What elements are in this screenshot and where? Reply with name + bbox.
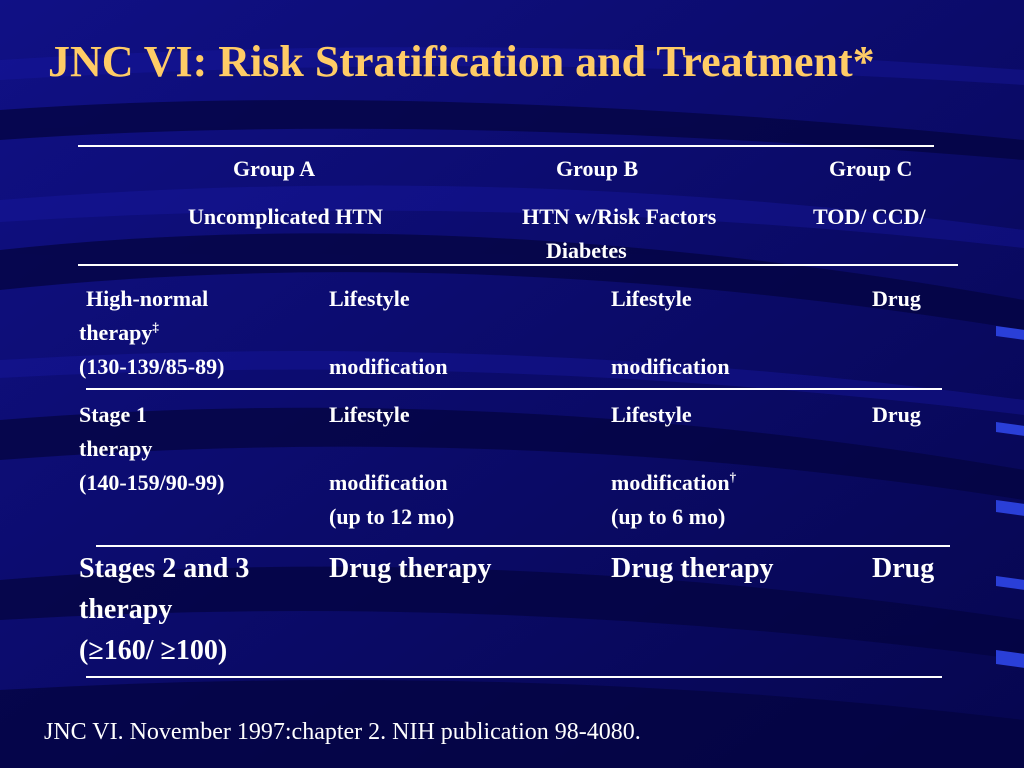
row3-group-b-line1: Drug therapy [611,553,774,584]
row1-group-a-line2: modification [329,354,448,379]
row3-stage-line1: Stages 2 and 3 [79,553,250,584]
dagger-footnote-mark: † [729,469,737,485]
double-dagger-footnote-mark: ‡ [152,319,159,335]
row2-group-c-line1: Drug [872,402,921,427]
row1-group-c-line1: Drug [872,286,921,311]
row1-stage-line2: therapy‡ [79,319,159,345]
row1-group-a-line1: Lifestyle [329,286,410,311]
row1-stage-line3: (130-139/85-89) [79,354,225,379]
row1-group-b-line1: Lifestyle [611,286,692,311]
slide-title: JNC VI: Risk Stratification and Treatmen… [48,37,875,86]
row3-group-c-line1: Drug [872,553,935,584]
row2-group-a-line1: Lifestyle [329,402,410,427]
row2-group-b-line2: modification† [611,469,737,495]
row-divider-1 [86,388,942,390]
group-b-header: Group B [556,156,639,181]
row2-group-b-line1: Lifestyle [611,402,692,427]
row3-stage-line3: (≥160/ ≥100) [79,635,228,666]
row2-stage-line2: therapy [79,436,153,461]
row2-group-a-line2: modification [329,470,448,495]
row2-stage-line1: Stage 1 [79,402,147,427]
citation-footer: JNC VI. November 1997:chapter 2. NIH pub… [44,719,641,745]
row-divider-2 [96,545,950,547]
table-top-rule [78,145,934,147]
row1-stage-line1: High-normal [86,286,209,311]
row2-group-b-line3: (up to 6 mo) [611,504,726,529]
row2-stage-line3: (140-159/90-99) [79,470,225,495]
group-c-description: TOD/ CCD/ [813,204,926,229]
group-a-header: Group A [233,156,316,181]
group-b-description-line1: HTN w/Risk Factors [522,204,717,229]
table-bottom-rule [86,676,942,678]
row3-stage-line2: therapy [79,594,173,625]
table-header-rule [78,264,958,266]
group-c-header: Group C [829,156,913,181]
row1-group-b-line2: modification [611,354,730,379]
row3-group-a-line1: Drug therapy [329,553,492,584]
row2-group-a-line3: (up to 12 mo) [329,504,455,529]
group-a-description: Uncomplicated HTN [188,204,383,229]
group-b-description-line2: Diabetes [546,238,627,263]
